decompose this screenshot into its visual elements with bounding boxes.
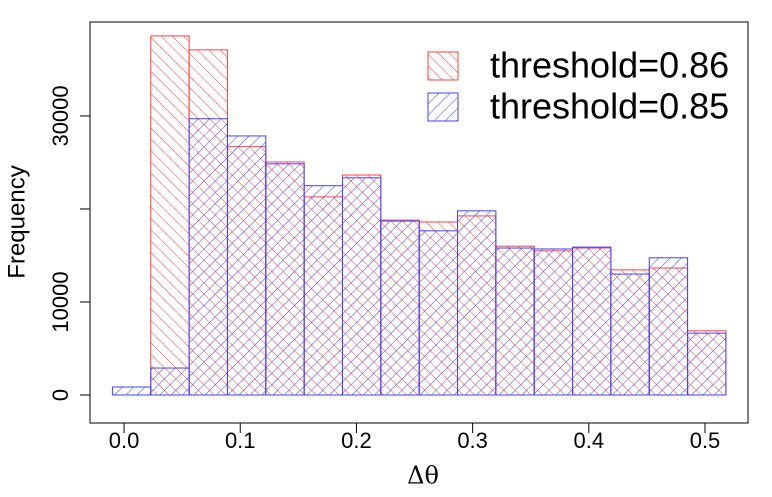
y-tick-label: 10000 bbox=[48, 271, 73, 332]
histogram-bar bbox=[111, 386, 152, 396]
y-tick-label: 30000 bbox=[48, 85, 73, 146]
histogram-bar bbox=[150, 35, 190, 396]
legend-label: threshold=0.86 bbox=[490, 45, 729, 86]
legend-swatch bbox=[427, 92, 459, 122]
histogram-bar bbox=[303, 185, 343, 396]
histogram-bar bbox=[495, 247, 535, 396]
y-tick-label: 0 bbox=[48, 389, 73, 401]
histogram-bar bbox=[188, 118, 228, 396]
x-tick-label: 0.5 bbox=[690, 428, 721, 453]
histogram-bar bbox=[457, 210, 497, 396]
histogram-bar bbox=[341, 177, 382, 396]
histogram-bar bbox=[610, 273, 650, 396]
histogram-bar bbox=[572, 246, 612, 396]
histogram-bar bbox=[687, 332, 727, 396]
histogram-bar bbox=[648, 257, 689, 396]
y-axis-label: Frequency bbox=[3, 165, 30, 278]
histogram-bar bbox=[380, 220, 420, 396]
x-tick-label: 0.1 bbox=[225, 428, 256, 453]
x-tick-label: 0.0 bbox=[109, 428, 140, 453]
x-tick-label: 0.3 bbox=[457, 428, 488, 453]
histogram-bar bbox=[533, 248, 574, 396]
histogram-bar bbox=[265, 163, 305, 396]
x-tick-label: 0.4 bbox=[574, 428, 605, 453]
histogram-bar bbox=[418, 230, 459, 396]
x-axis-label: Δθ bbox=[407, 462, 439, 490]
legend-swatch bbox=[427, 51, 459, 81]
histogram-bar bbox=[226, 135, 267, 396]
plot-frame bbox=[89, 21, 749, 424]
legend-label: threshold=0.85 bbox=[490, 86, 729, 127]
histogram-bar bbox=[150, 367, 190, 396]
x-tick-label: 0.2 bbox=[341, 428, 372, 453]
